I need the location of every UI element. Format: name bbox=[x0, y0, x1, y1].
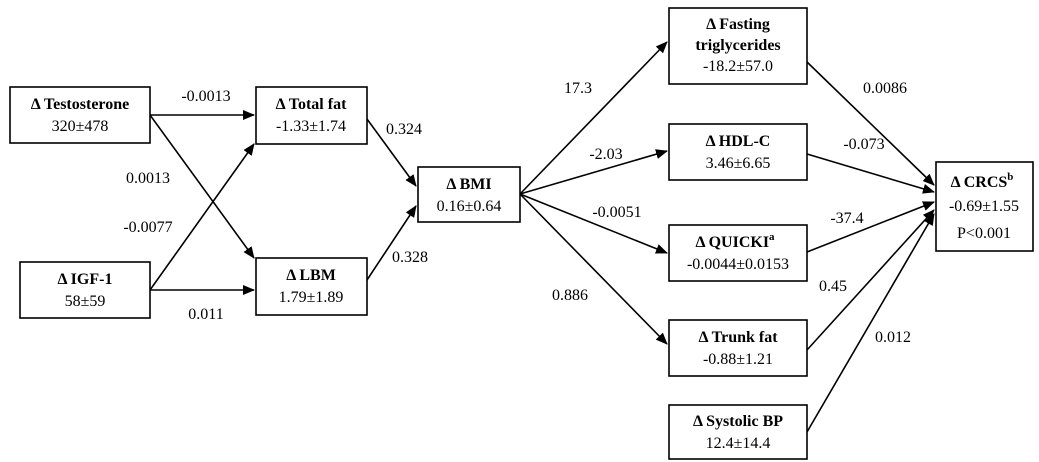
node-value: 3.46±6.65 bbox=[706, 155, 771, 172]
node-bmi: Δ BMI 0.16±0.64 bbox=[417, 166, 521, 223]
edge-tg-crcs bbox=[806, 61, 935, 186]
edges bbox=[149, 41, 935, 433]
coef-testosterone-lbm: 0.0013 bbox=[126, 170, 170, 187]
node-hdl-c: Δ HDL-C 3.46±6.65 bbox=[668, 123, 808, 181]
node-title-line1: Δ Fasting bbox=[706, 16, 770, 33]
coef-bmi-hdl: -2.03 bbox=[589, 146, 622, 163]
coef-bmi-tg: 17.3 bbox=[564, 80, 592, 97]
node-lbm: Δ LBM 1.79±1.89 bbox=[255, 257, 368, 316]
coef-sbp-crcs: 0.012 bbox=[875, 329, 911, 346]
edge-totalfat-bmi bbox=[366, 118, 417, 187]
edge-lbm-bmi bbox=[366, 205, 417, 281]
node-crcs: Δ CRCSb -0.69±1.55 P<0.001 bbox=[935, 161, 1034, 252]
node-total-fat: Δ Total fat -1.33±1.74 bbox=[255, 86, 368, 145]
node-value: 0.16±0.64 bbox=[437, 198, 502, 215]
node-value: -1.33±1.74 bbox=[276, 118, 346, 135]
superscript: a bbox=[769, 231, 775, 243]
node-igf1: Δ IGF-1 58±59 bbox=[19, 261, 151, 319]
coef-testosterone-totalfat: -0.0013 bbox=[181, 88, 230, 105]
edge-testosterone-lbm bbox=[149, 114, 255, 259]
edge-bmi-hdl bbox=[519, 149, 668, 195]
node-title-line2: triglycerides bbox=[695, 37, 780, 54]
node-title: Δ Trunk fat bbox=[698, 329, 778, 346]
node-systolic-bp: Δ Systolic BP 12.4±14.4 bbox=[668, 404, 808, 460]
node-title: Δ QUICKIa bbox=[695, 231, 775, 251]
edge-bmi-trunk bbox=[519, 193, 668, 345]
edge-trunk-crcs bbox=[806, 209, 935, 351]
node-title: Δ CRCSb bbox=[951, 171, 1014, 191]
node-testosterone: Δ Testosterone 320±478 bbox=[9, 86, 151, 144]
node-fasting-triglycerides: Δ Fasting triglycerides -18.2±57.0 bbox=[668, 7, 808, 85]
node-title: Δ BMI bbox=[446, 176, 491, 193]
coef-igf1-totalfat: -0.0077 bbox=[123, 219, 172, 236]
edge-hdl-crcs bbox=[806, 153, 935, 194]
coef-lbm-bmi: 0.328 bbox=[392, 249, 428, 266]
edge-quicki-crcs bbox=[806, 201, 935, 253]
coef-bmi-trunk: 0.886 bbox=[552, 287, 588, 304]
node-title: Δ LBM bbox=[286, 267, 336, 284]
p-value: P<0.001 bbox=[957, 225, 1011, 242]
coef-totalfat-bmi: 0.324 bbox=[386, 121, 422, 138]
coef-hdl-crcs: -0.073 bbox=[843, 136, 884, 153]
edge-igf1-totalfat bbox=[149, 143, 255, 291]
node-value: -0.0044±0.0153 bbox=[687, 256, 789, 273]
node-title: Δ Testosterone bbox=[31, 96, 129, 113]
node-value: 320±478 bbox=[52, 118, 109, 135]
node-value: 1.79±1.89 bbox=[279, 289, 344, 306]
node-value: 12.4±14.4 bbox=[706, 435, 771, 452]
node-value: -0.88±1.21 bbox=[703, 351, 773, 368]
coefficient-labels: -0.0013 0.0013 -0.0077 0.011 0.324 0.328… bbox=[123, 80, 911, 346]
superscript: b bbox=[1007, 171, 1013, 183]
coef-trunk-crcs: 0.45 bbox=[819, 278, 847, 295]
edge-sbp-crcs bbox=[806, 213, 935, 433]
node-value: 58±59 bbox=[65, 293, 106, 310]
node-title: Δ Systolic BP bbox=[693, 413, 783, 430]
coef-quicki-crcs: -37.4 bbox=[830, 210, 863, 227]
node-value: -18.2±57.0 bbox=[703, 58, 773, 75]
node-title: Δ IGF-1 bbox=[58, 271, 113, 288]
node-trunk-fat: Δ Trunk fat -0.88±1.21 bbox=[668, 319, 808, 377]
coef-bmi-quicki: -0.0051 bbox=[592, 204, 641, 221]
coef-igf1-lbm: 0.011 bbox=[188, 306, 223, 323]
edge-bmi-quicki bbox=[519, 193, 668, 254]
node-value: -0.69±1.55 bbox=[949, 198, 1019, 215]
node-title: Δ Total fat bbox=[276, 96, 347, 113]
coef-tg-crcs: 0.0086 bbox=[863, 80, 907, 97]
node-title: Δ HDL-C bbox=[706, 133, 771, 150]
edge-bmi-tg bbox=[519, 41, 668, 195]
node-quicki: Δ QUICKIa -0.0044±0.0153 bbox=[668, 224, 808, 282]
